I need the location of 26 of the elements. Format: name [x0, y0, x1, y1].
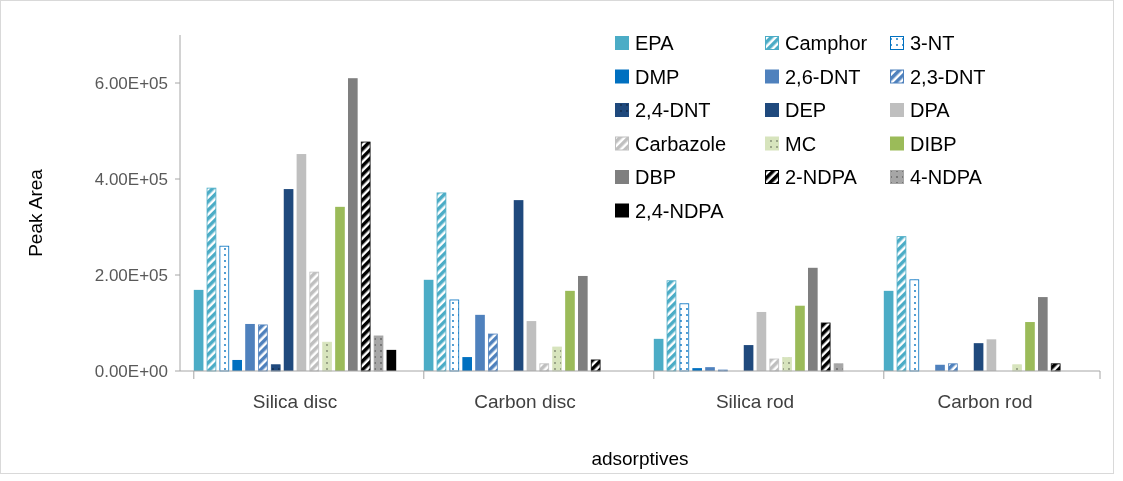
legend-label: 2,3-DNT: [910, 65, 986, 88]
legend-label: 2,4-NDPA: [635, 199, 725, 222]
legend-label: 2-NDPA: [785, 166, 858, 188]
x-axis-title: adsorptives: [591, 448, 689, 469]
y-tick-label: 6.00E+05: [94, 73, 168, 93]
legend-label: DPA: [910, 99, 951, 121]
x-tick-label: Silica rod: [715, 391, 795, 412]
legend-label: DIBP: [910, 132, 957, 155]
legend-label: 3-NT: [910, 32, 955, 54]
legend-label: 4-NDPA: [910, 166, 983, 188]
legend-label: DMP: [635, 65, 680, 88]
x-tick-label: Silica disc: [252, 391, 338, 412]
legend-label: DBP: [635, 166, 677, 188]
legend-label: 2,4-DNT: [635, 99, 711, 121]
y-axis-title: Peak Area: [25, 168, 46, 257]
y-tick-label: 2.00E+05: [94, 265, 168, 285]
y-tick-label: 0.00E+00: [94, 361, 168, 381]
legend-label: Camphor: [785, 32, 868, 54]
legend-label: Carbazole: [635, 132, 727, 155]
legend-label: DEP: [785, 99, 827, 121]
legend-label: EPA: [635, 32, 675, 54]
y-tick-label: 4.00E+05: [94, 169, 168, 189]
x-tick-label: Carbon rod: [937, 391, 1033, 412]
legend-label: 2,6-DNT: [785, 65, 861, 88]
x-tick-label: Carbon disc: [474, 391, 576, 412]
legend-label: MC: [785, 132, 817, 155]
